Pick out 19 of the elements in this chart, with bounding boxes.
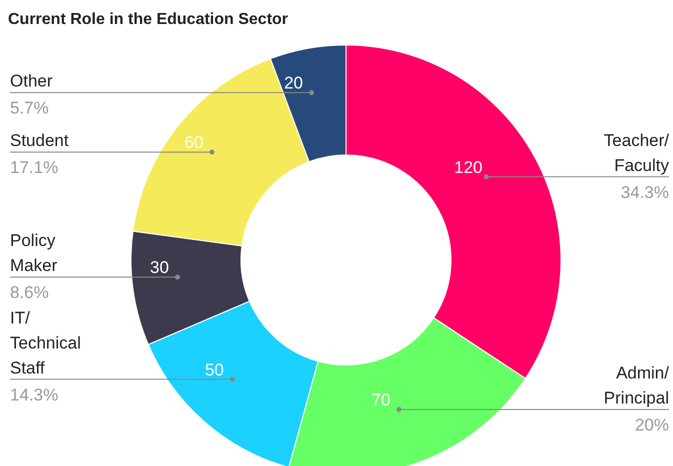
slice-label: Policy Maker <box>10 231 58 276</box>
data-label: 70 <box>372 390 390 410</box>
slice-label: Other <box>10 72 53 91</box>
text: 8.6% <box>10 283 49 302</box>
data-label: 60 <box>184 133 204 152</box>
data-label: 20 <box>284 74 303 93</box>
chart-title: Current Role in the Education Sector <box>8 11 288 28</box>
text: 17.1% <box>10 158 58 178</box>
slice-label: Student <box>10 131 69 150</box>
slice-label: Admin/ Principal <box>604 363 670 408</box>
text: 20% <box>634 415 669 434</box>
data-label: 120 <box>454 158 482 177</box>
text: 34.3% <box>620 182 669 202</box>
slice-label: IT/ Technical Staff <box>10 308 81 378</box>
data-label: 50 <box>204 360 224 380</box>
data-label: 30 <box>150 258 169 278</box>
text: 5.7% <box>10 98 49 118</box>
slice-label: Teacher/ Faculty <box>604 130 670 175</box>
text: 14.3% <box>10 385 58 404</box>
